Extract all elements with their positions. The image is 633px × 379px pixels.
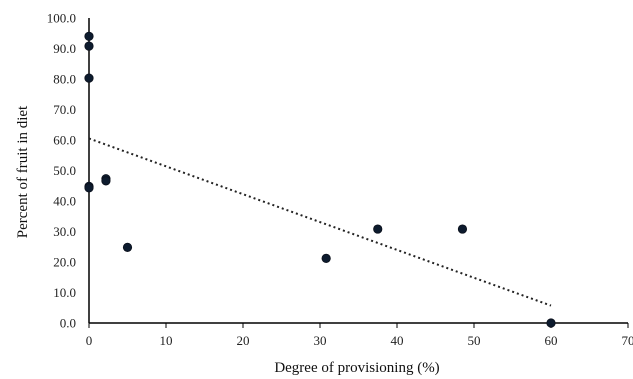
- data-point: [373, 224, 383, 234]
- y-axis-title: Percent of fruit in diet: [15, 105, 31, 238]
- x-tick-labels: 0 10 20 30 40 50 60 70: [86, 333, 633, 348]
- x-tick-label: 60: [545, 333, 558, 348]
- y-tick-label: 50.0: [53, 163, 76, 178]
- y-tick-label: 60.0: [53, 133, 76, 148]
- y-tick-label: 10.0: [53, 285, 76, 300]
- y-tick-label: 90.0: [53, 41, 76, 56]
- data-point: [457, 224, 468, 234]
- y-tick-labels: 0.0 10.0 20.0 30.0 40.0 50.0 60.0 70.0 80.0 90.0 1…: [47, 11, 76, 331]
- data-point: [122, 242, 133, 252]
- x-tick-label: 0: [86, 333, 93, 348]
- data-points: [84, 31, 556, 328]
- y-tick-label: 100.0: [47, 11, 76, 26]
- x-tick-label: 40: [391, 333, 404, 348]
- x-tick-label: 30: [314, 333, 327, 348]
- y-tick-label: 30.0: [53, 224, 76, 239]
- x-axis-title: Degree of provisioning (%): [274, 360, 439, 376]
- x-tick-label: 20: [237, 333, 250, 348]
- y-tick-label: 70.0: [53, 102, 76, 117]
- data-point: [84, 31, 94, 41]
- y-tick-label: 20.0: [53, 255, 76, 270]
- x-tick-label: 70: [622, 333, 633, 348]
- x-tick-label: 10: [160, 333, 173, 348]
- data-point: [101, 176, 111, 186]
- data-point: [546, 318, 556, 328]
- x-tick-label: 50: [468, 333, 481, 348]
- data-point: [321, 253, 331, 263]
- data-point: [84, 73, 94, 83]
- data-point: [84, 41, 94, 51]
- y-tick-label: 80.0: [53, 72, 76, 87]
- y-tick-label: 40.0: [53, 194, 76, 209]
- y-tick-label: 0.0: [60, 316, 76, 331]
- data-point: [84, 183, 94, 193]
- trendline: [88, 137, 552, 307]
